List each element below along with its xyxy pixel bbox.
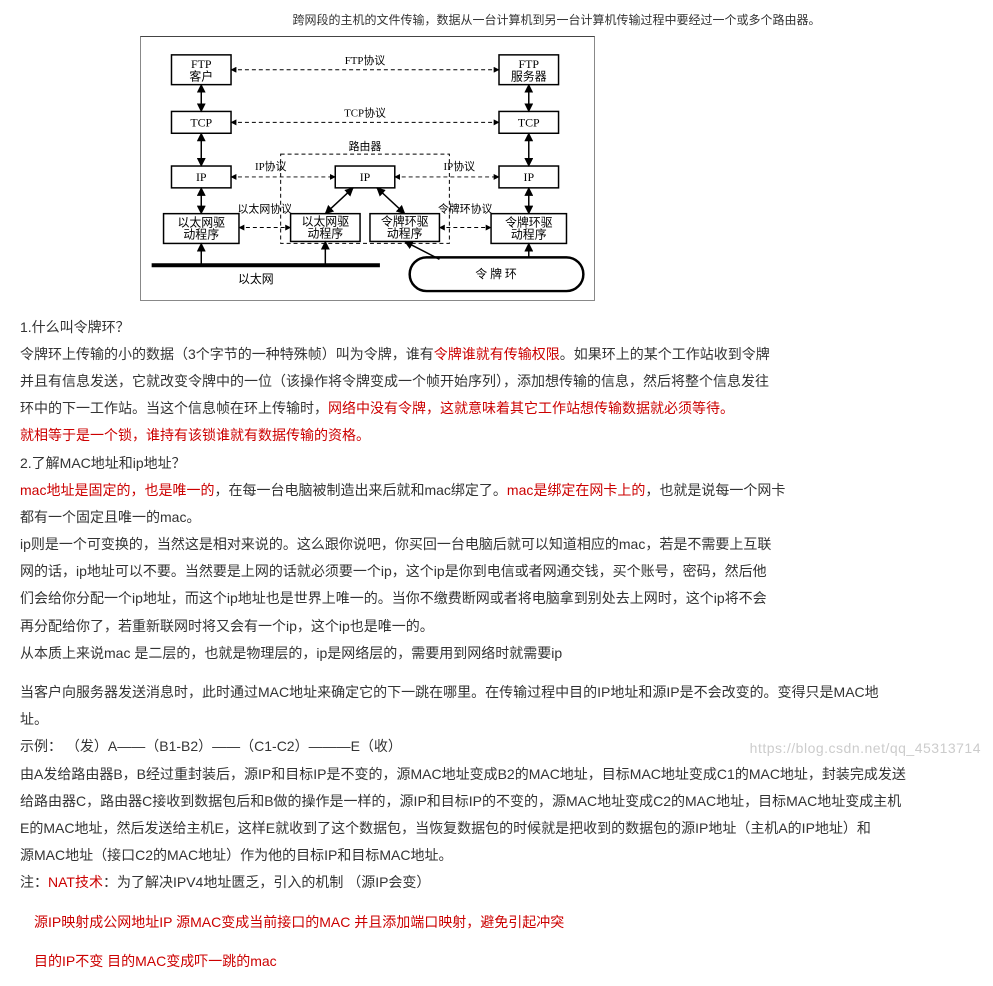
label-ethernet: 以太网: [238, 272, 274, 286]
p3-line2: 址。: [20, 707, 973, 732]
p2-line1: mac地址是固定的，也是唯一的，在每一台电脑被制造出来后就和mac绑定了。mac…: [20, 478, 973, 503]
box-tcp-r: TCP: [518, 115, 540, 129]
label-router: 路由器: [349, 139, 382, 153]
label-ip-proto-l: IP协议: [255, 159, 287, 173]
p7: 源IP映射成公网地址IP 源MAC变成当前接口的MAC 并且添加端口映射，避免引…: [20, 910, 973, 935]
p1-line1: 令牌环上传输的小的数据（3个字节的一种特殊帧）叫为令牌，谁有令牌谁就有传输权限。…: [20, 342, 973, 367]
p2-line3: ip则是一个可变换的，当然这是相对来说的。这么跟你说吧，你买回一台电脑后就可以知…: [20, 532, 973, 557]
red-span: mac是绑定在网卡上的: [507, 482, 645, 498]
box-ip-l: IP: [196, 169, 207, 183]
watermark: https://blog.csdn.net/qq_45313714: [750, 736, 981, 761]
p3-line1: 当客户向服务器发送消息时，此时通过MAC地址来确定它的下一跳在哪里。在传输过程中…: [20, 680, 973, 705]
network-diagram: .bx { fill:#fff; stroke:#000; stroke-wid…: [140, 36, 595, 301]
label-tok-proto: 令牌环协议: [438, 201, 493, 215]
box-ftp-server-l1: FTP: [519, 56, 540, 70]
p2-line4: 网的话，ip地址可以不要。当然要是上网的话就必须要一个ip，这个ip是你到电信或…: [20, 559, 973, 584]
p2-line6: 再分配给你了，若重新联网时将又会有一个ip，这个ip也是唯一的。: [20, 614, 973, 639]
p2-line5: 们会给你分配一个ip地址，而这个ip地址也是世界上唯一的。当你不缴费断网或者将电…: [20, 586, 973, 611]
label-eth-proto: 以太网协议: [238, 201, 293, 215]
box-ftp-client-l1: FTP: [191, 56, 212, 70]
p1-line2: 并且有信息发送，它就改变令牌中的一位（该操作将令牌变成一个帧开始序列），添加想传…: [20, 369, 973, 394]
p5-line4: 源MAC地址（接口C2的MAC地址）作为他的目标IP和目标MAC地址。: [20, 843, 973, 868]
q2: 2.了解MAC地址和ip地址？: [20, 451, 973, 476]
red-span: 令牌谁就有传输权限: [434, 346, 560, 362]
label-ip-proto-r: IP协议: [444, 159, 476, 173]
box-eth-l-2: 动程序: [183, 227, 219, 241]
p5-line3: E的MAC地址，然后发送给主机E，这样E就收到了这个数据包，当恢复数据包的时候就…: [20, 816, 973, 841]
p5-line1: 由A发给路由器B，B经过重封装后，源IP和目标IP是不变的，源MAC地址变成B2…: [20, 762, 973, 787]
box-tok-r-2: 动程序: [511, 227, 547, 241]
box-tcp-l: TCP: [190, 115, 212, 129]
p5-line2: 给路由器C，路由器C接收到数据包后和B做的操作是一样的，源IP和目标IP的不变的…: [20, 789, 973, 814]
label-ftp-proto: FTP协议: [345, 52, 386, 66]
label-tcp-proto: TCP协议: [344, 105, 386, 119]
box-ip-r: IP: [523, 169, 534, 183]
box-ftp-server-l2: 服务器: [511, 69, 547, 83]
article-body: 1.什么叫令牌环？ 令牌环上传输的小的数据（3个字节的一种特殊帧）叫为令牌，谁有…: [20, 315, 973, 974]
label-tokenring: 令 牌 环: [475, 267, 517, 281]
box-ip-m: IP: [360, 169, 371, 183]
p8: 目的IP不变 目的MAC变成吓一跳的mac: [20, 949, 973, 974]
diagram-caption: 跨网段的主机的文件传输，数据从一台计算机到另一台计算机传输过程中要经过一个或多个…: [140, 10, 973, 32]
red-span: 网络中没有令牌，这就意味着其它工作站想传输数据就必须等待。: [328, 400, 734, 416]
red-span: NAT技术: [48, 874, 103, 890]
p1-line3: 环中的下一工作站。当这个信息帧在环上传输时，网络中没有令牌，这就意味着其它工作站…: [20, 396, 973, 421]
p2-line2: 都有一个固定且唯一的mac。: [20, 505, 973, 530]
box-ftp-client-l2: 客户: [189, 69, 213, 83]
p2-line7: 从本质上来说mac 是二层的，也就是物理层的，ip是网络层的，需要用到网络时就需…: [20, 641, 973, 666]
q1: 1.什么叫令牌环？: [20, 315, 973, 340]
p1-line4: 就相等于是一个锁，谁持有该锁谁就有数据传输的资格。: [20, 423, 973, 448]
box-tok-m-2: 动程序: [387, 226, 423, 240]
box-eth-m-2: 动程序: [307, 226, 343, 240]
red-span: mac地址是固定的，也是唯一的: [20, 482, 214, 498]
p6: 注：NAT技术：为了解决IPV4地址匮乏，引入的机制 （源IP会变）: [20, 870, 973, 895]
